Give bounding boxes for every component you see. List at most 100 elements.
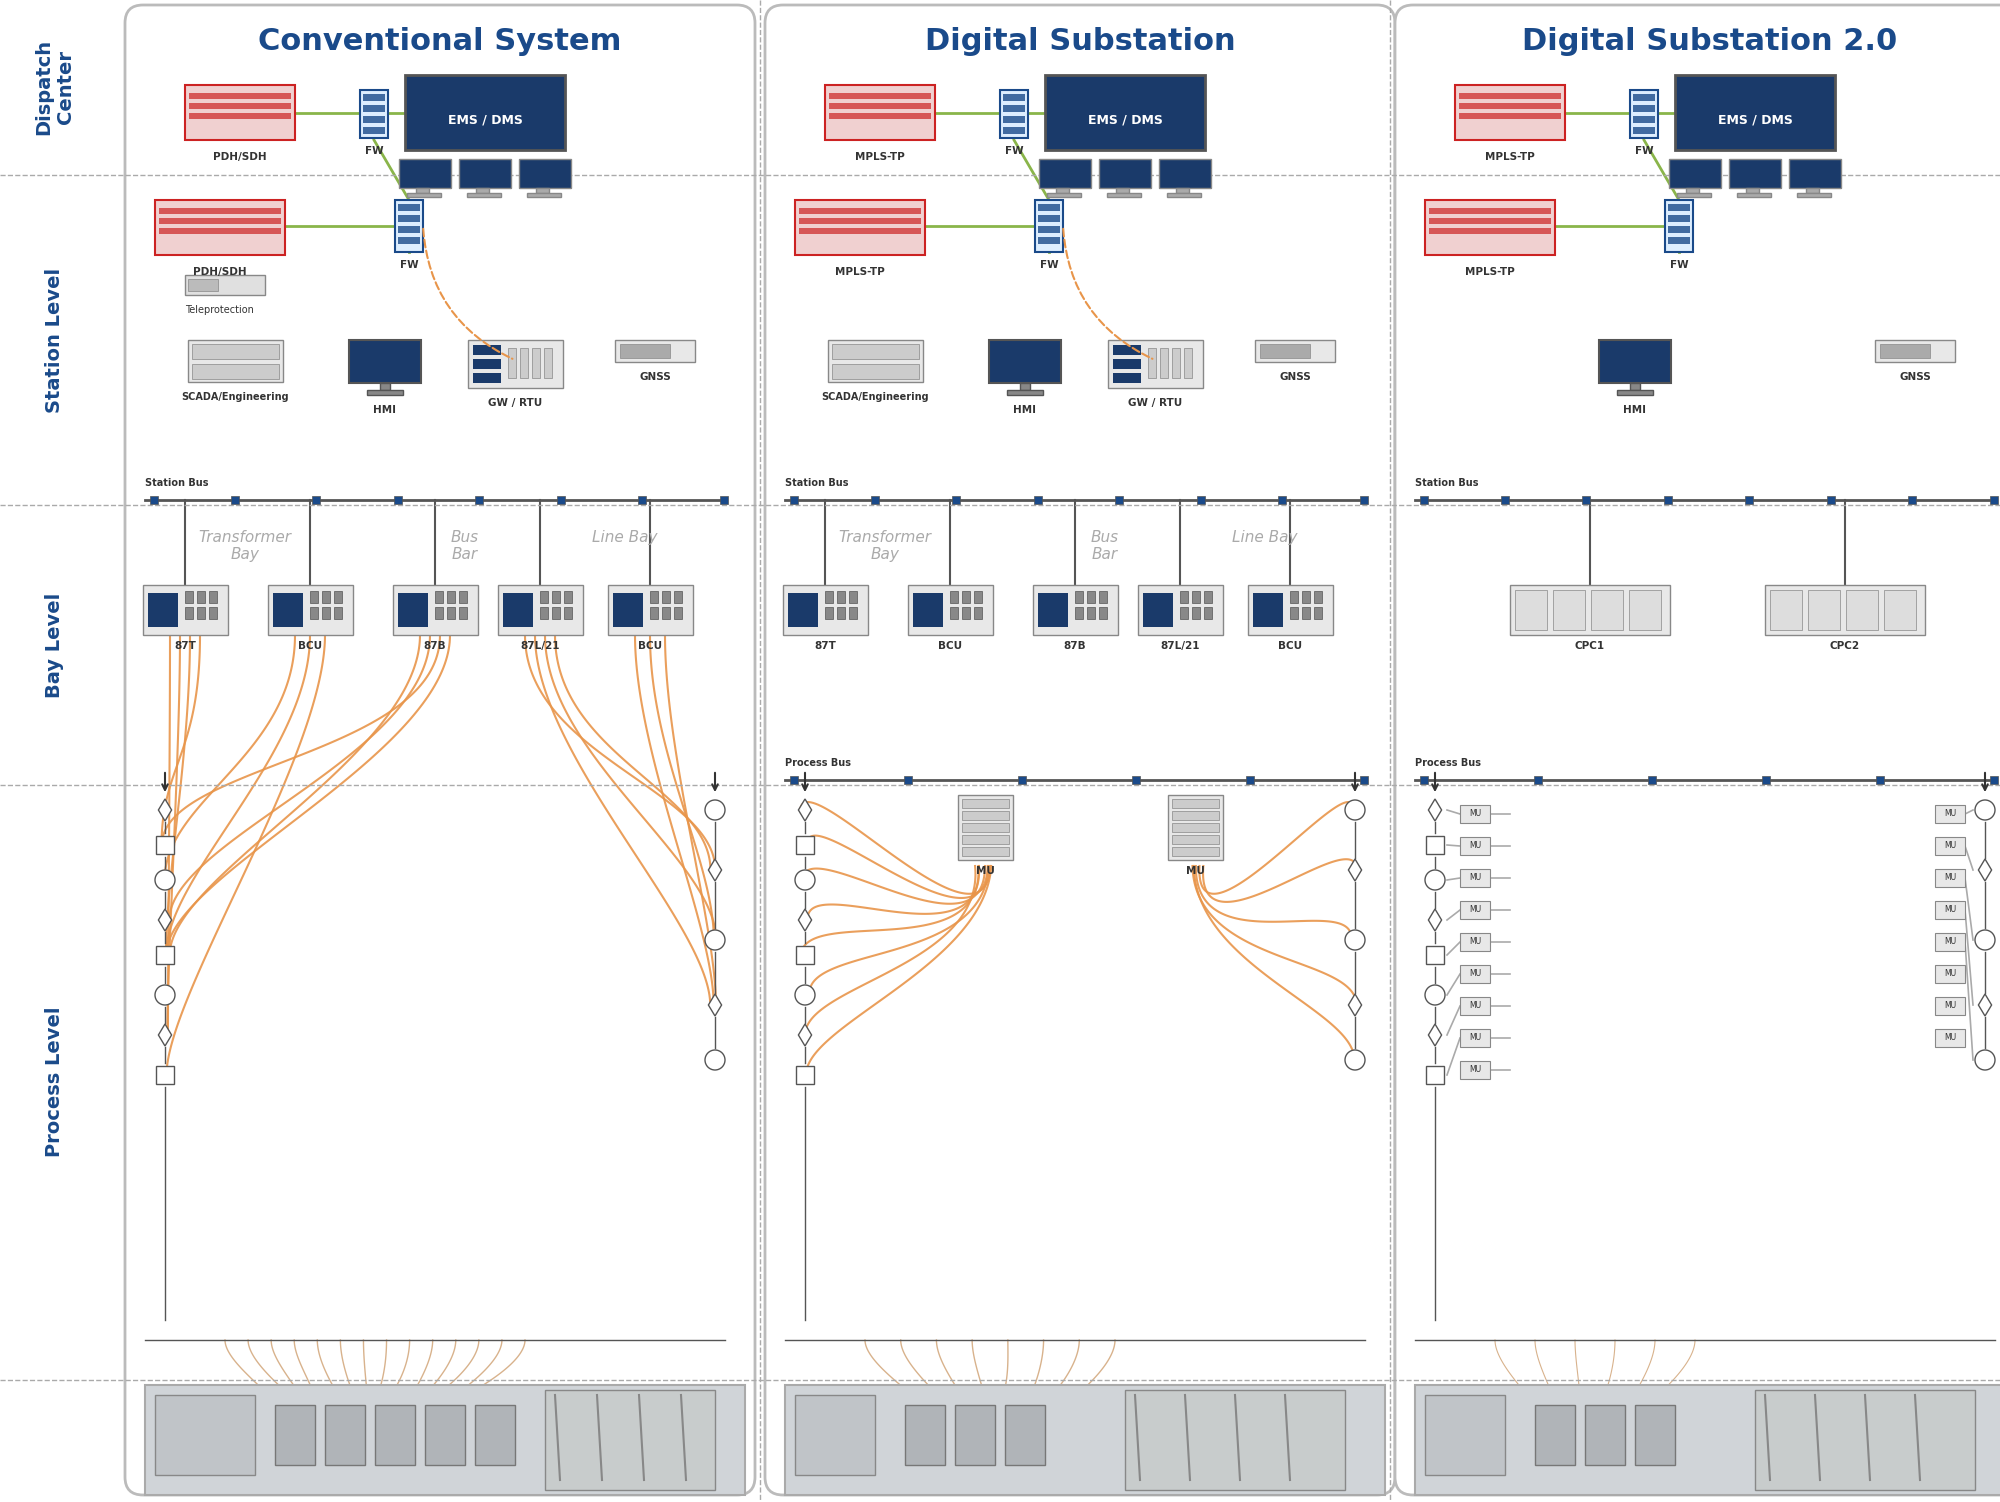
Text: 87T: 87T: [174, 641, 196, 650]
Text: MU: MU: [1186, 867, 1204, 876]
Text: EMS / DMS: EMS / DMS: [1088, 114, 1162, 126]
Bar: [476, 1404, 516, 1464]
Bar: [950, 607, 958, 619]
Bar: [830, 93, 932, 99]
Bar: [796, 200, 924, 255]
Bar: [1426, 1066, 1444, 1084]
Bar: [1664, 496, 1672, 505]
Text: MU: MU: [1944, 810, 1956, 819]
Bar: [148, 593, 178, 626]
Bar: [1460, 1060, 1490, 1078]
Bar: [1302, 607, 1310, 619]
Text: MU: MU: [1468, 874, 1482, 883]
Bar: [268, 584, 352, 635]
Bar: [350, 339, 420, 383]
Text: SCADA/Engineering: SCADA/Engineering: [182, 392, 288, 403]
Text: EMS / DMS: EMS / DMS: [448, 114, 522, 126]
Bar: [474, 345, 500, 354]
Polygon shape: [158, 799, 172, 822]
Bar: [1020, 383, 1030, 389]
Bar: [1636, 1404, 1676, 1464]
Bar: [1180, 607, 1188, 619]
Bar: [1632, 128, 1656, 134]
Bar: [1426, 946, 1444, 964]
Text: MU: MU: [1468, 1002, 1482, 1011]
Bar: [1172, 847, 1220, 856]
Bar: [800, 228, 920, 234]
Bar: [1460, 901, 1490, 919]
Bar: [826, 590, 832, 602]
Bar: [468, 339, 564, 388]
Polygon shape: [708, 859, 722, 882]
Text: BCU: BCU: [298, 641, 322, 650]
Bar: [1460, 964, 1490, 982]
Bar: [1116, 496, 1124, 505]
Text: FW: FW: [1670, 260, 1688, 270]
Text: Process Bus: Process Bus: [1416, 759, 1480, 768]
Text: MU: MU: [1468, 841, 1482, 850]
Bar: [476, 496, 484, 505]
Bar: [962, 811, 1010, 820]
Bar: [188, 93, 292, 99]
Bar: [796, 1066, 814, 1084]
Bar: [1424, 1395, 1506, 1475]
Bar: [1252, 593, 1284, 626]
Bar: [1360, 777, 1368, 784]
Bar: [208, 607, 216, 619]
Bar: [674, 590, 682, 602]
Text: GW / RTU: GW / RTU: [1128, 398, 1182, 409]
Text: Dispatch
Center: Dispatch Center: [34, 39, 76, 135]
Bar: [650, 590, 658, 602]
Bar: [1076, 607, 1084, 619]
Bar: [848, 607, 856, 619]
Bar: [1460, 1029, 1490, 1047]
Bar: [398, 215, 420, 222]
Text: FW: FW: [1004, 146, 1024, 156]
Bar: [1038, 225, 1060, 233]
Bar: [396, 200, 424, 252]
Text: FW: FW: [400, 260, 418, 270]
Bar: [1056, 188, 1068, 192]
Bar: [1460, 933, 1490, 951]
Bar: [156, 1066, 174, 1084]
Bar: [1006, 1404, 1044, 1464]
Polygon shape: [708, 994, 722, 1015]
Text: MU: MU: [1944, 969, 1956, 978]
Bar: [790, 777, 798, 784]
Bar: [520, 159, 572, 188]
Polygon shape: [798, 1024, 812, 1045]
Bar: [1100, 607, 1108, 619]
Text: Process Level: Process Level: [46, 1006, 64, 1157]
Text: 87B: 87B: [1064, 641, 1086, 650]
Text: CPC1: CPC1: [1574, 641, 1606, 650]
Bar: [564, 590, 572, 602]
Polygon shape: [1428, 1024, 1442, 1045]
Bar: [1038, 204, 1060, 210]
Bar: [334, 607, 342, 619]
Bar: [832, 344, 920, 359]
Bar: [1172, 823, 1220, 832]
Bar: [192, 344, 280, 359]
Bar: [662, 590, 670, 602]
Circle shape: [704, 1050, 724, 1069]
Circle shape: [1424, 870, 1444, 891]
Bar: [962, 847, 1010, 856]
Bar: [144, 584, 228, 635]
Bar: [398, 593, 428, 626]
Bar: [312, 496, 320, 505]
Bar: [1808, 590, 1840, 629]
Bar: [790, 496, 798, 505]
Text: MU: MU: [1468, 1065, 1482, 1074]
Bar: [1908, 496, 1916, 505]
Bar: [1744, 496, 1752, 505]
Bar: [1424, 200, 1556, 255]
Polygon shape: [1428, 799, 1442, 822]
Bar: [1008, 389, 1044, 395]
Bar: [364, 128, 384, 134]
Bar: [800, 218, 920, 224]
Text: EMS / DMS: EMS / DMS: [1718, 114, 1792, 126]
Bar: [956, 1404, 996, 1464]
Text: Digital Substation: Digital Substation: [924, 27, 1236, 57]
Bar: [1746, 188, 1760, 192]
Bar: [1180, 590, 1188, 602]
